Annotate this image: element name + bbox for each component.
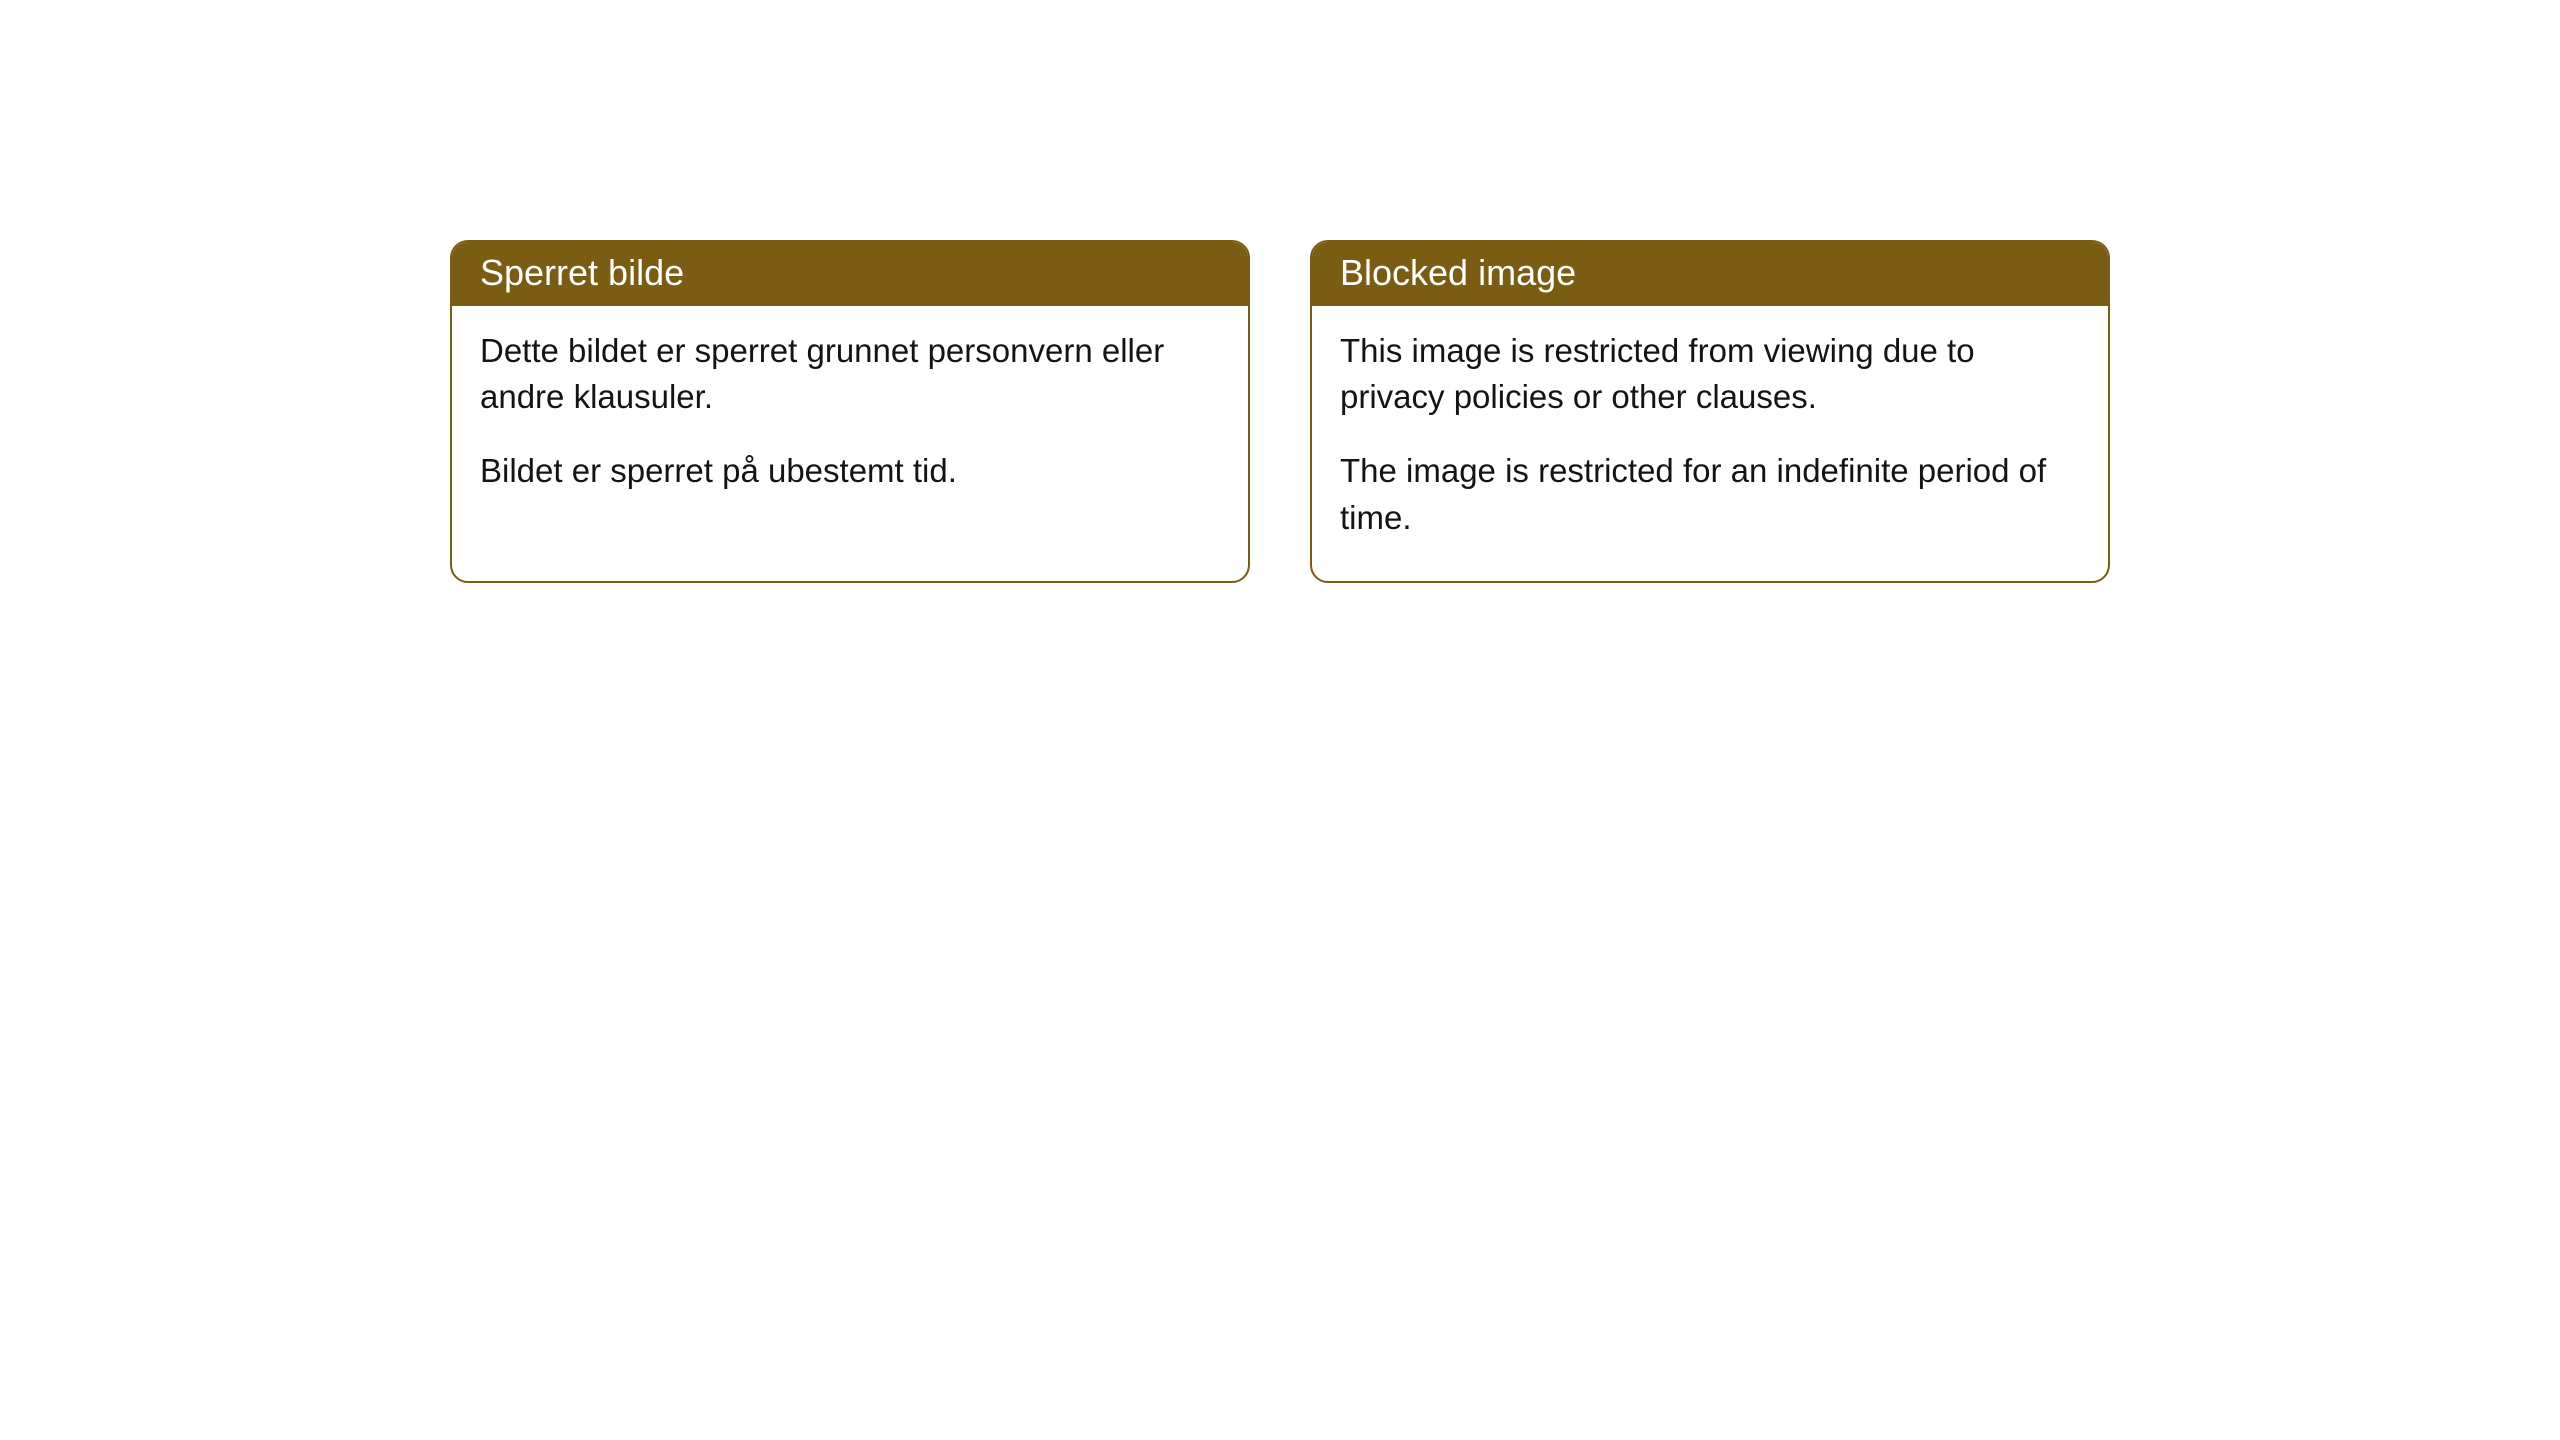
card-paragraph: The image is restricted for an indefinit…	[1340, 448, 2080, 540]
card-body: Dette bildet er sperret grunnet personve…	[452, 306, 1248, 535]
card-body: This image is restricted from viewing du…	[1312, 306, 2108, 581]
card-header: Sperret bilde	[452, 242, 1248, 306]
card-title: Sperret bilde	[480, 252, 684, 293]
notice-card-english: Blocked image This image is restricted f…	[1310, 240, 2110, 583]
notice-card-norwegian: Sperret bilde Dette bildet er sperret gr…	[450, 240, 1250, 583]
notice-cards-container: Sperret bilde Dette bildet er sperret gr…	[450, 240, 2110, 583]
card-paragraph: Dette bildet er sperret grunnet personve…	[480, 328, 1220, 420]
card-header: Blocked image	[1312, 242, 2108, 306]
card-title: Blocked image	[1340, 252, 1576, 293]
card-paragraph: Bildet er sperret på ubestemt tid.	[480, 448, 1220, 494]
card-paragraph: This image is restricted from viewing du…	[1340, 328, 2080, 420]
